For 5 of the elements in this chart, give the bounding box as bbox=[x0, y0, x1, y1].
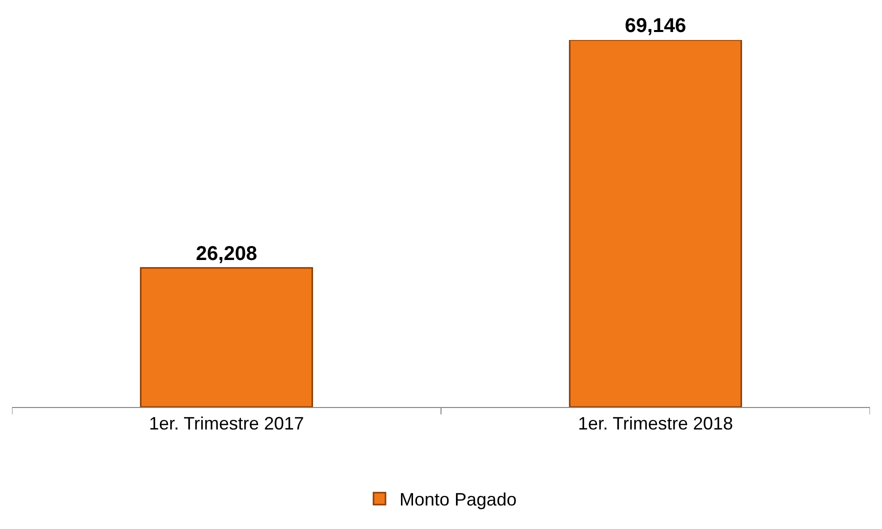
legend-label: Monto Pagado bbox=[400, 490, 517, 510]
data-label: 69,146 bbox=[624, 15, 686, 37]
data-label: 26,208 bbox=[196, 242, 258, 265]
x-tick-label: 1er. Trimestre 2017 bbox=[148, 414, 304, 434]
x-tick-label: 1er. Trimestre 2018 bbox=[578, 414, 734, 434]
